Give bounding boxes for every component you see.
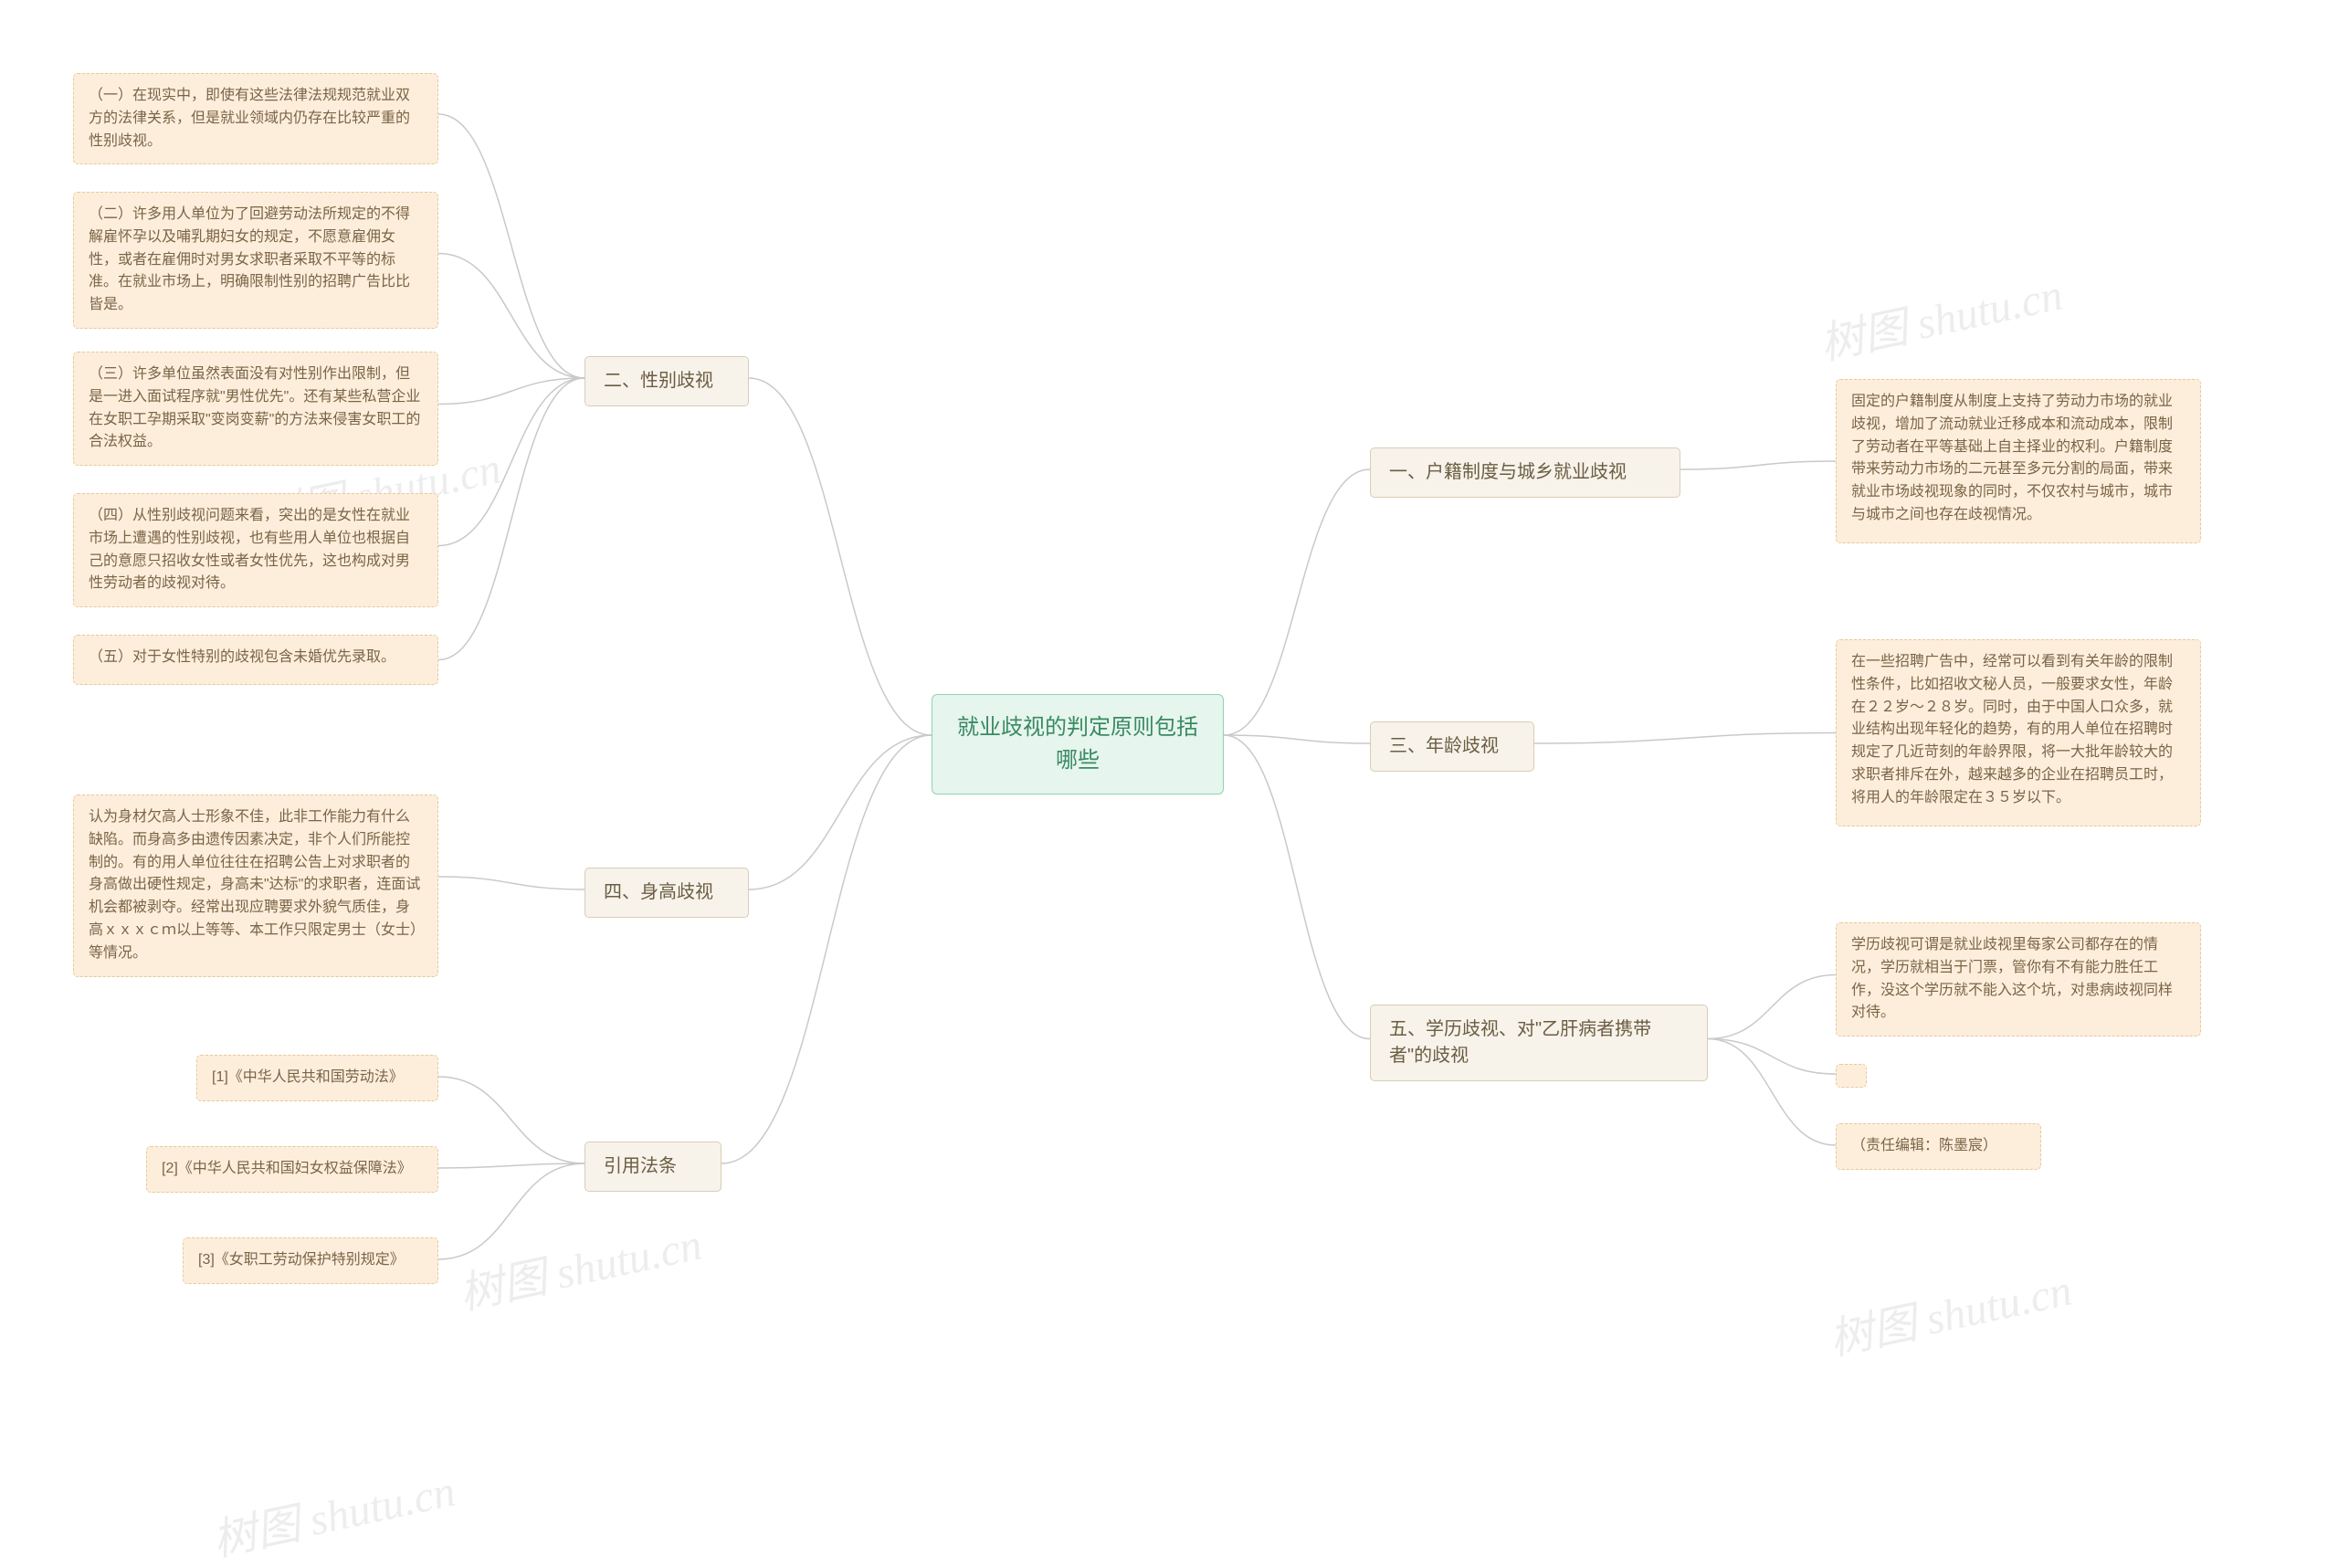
leaf-node: （四）从性别歧视问题来看，突出的是女性在就业市场上遭遇的性别歧视，也有些用人单位… bbox=[73, 493, 438, 607]
leaf-node: [2]《中华人民共和国妇女权益保障法》 bbox=[146, 1146, 438, 1193]
leaf-node: [3]《女职工劳动保护特别规定》 bbox=[183, 1237, 438, 1284]
branch-node-b3: 三、年龄歧视 bbox=[1370, 721, 1534, 772]
branch-node-b6: 引用法条 bbox=[584, 1142, 721, 1192]
leaf-node: （责任编辑：陈墨宸） bbox=[1836, 1123, 2041, 1170]
watermark: 树图 shutu.cn bbox=[1823, 1254, 2077, 1367]
leaf-node: 学历歧视可谓是就业歧视里每家公司都存在的情况，学历就相当于门票，管你有不有能力胜… bbox=[1836, 922, 2201, 1037]
branch-node-b4: 四、身高歧视 bbox=[584, 868, 749, 918]
watermark: 树图 shutu.cn bbox=[453, 1208, 707, 1321]
center-node: 就业歧视的判定原则包括哪些 bbox=[932, 694, 1224, 795]
leaf-node: 在一些招聘广告中，经常可以看到有关年龄的限制性条件，比如招收文秘人员，一般要求女… bbox=[1836, 639, 2201, 826]
leaf-node: （二）许多用人单位为了回避劳动法所规定的不得解雇怀孕以及哺乳期妇女的规定，不愿意… bbox=[73, 192, 438, 329]
branch-node-b2: 二、性别歧视 bbox=[584, 356, 749, 406]
leaf-node: （三）许多单位虽然表面没有对性别作出限制，但是一进入面试程序就"男性优先"。还有… bbox=[73, 352, 438, 466]
watermark: 树图 shutu.cn bbox=[1814, 258, 2068, 372]
leaf-node bbox=[1836, 1064, 1867, 1088]
leaf-node: [1]《中华人民共和国劳动法》 bbox=[196, 1055, 438, 1101]
leaf-node: 固定的户籍制度从制度上支持了劳动力市场的就业歧视，增加了流动就业迁移成本和流动成… bbox=[1836, 379, 2201, 543]
branch-node-b5: 五、学历歧视、对"乙肝病者携带者"的歧视 bbox=[1370, 1005, 1708, 1081]
watermark: 树图 shutu.cn bbox=[206, 1455, 460, 1568]
leaf-node: （一）在现实中，即使有这些法律法规规范就业双方的法律关系，但是就业领域内仍存在比… bbox=[73, 73, 438, 164]
leaf-node: 认为身材欠高人士形象不佳，此非工作能力有什么缺陷。而身高多由遗传因素决定，非个人… bbox=[73, 795, 438, 977]
leaf-node: （五）对于女性特别的歧视包含未婚优先录取。 bbox=[73, 635, 438, 685]
branch-node-b1: 一、户籍制度与城乡就业歧视 bbox=[1370, 447, 1680, 498]
